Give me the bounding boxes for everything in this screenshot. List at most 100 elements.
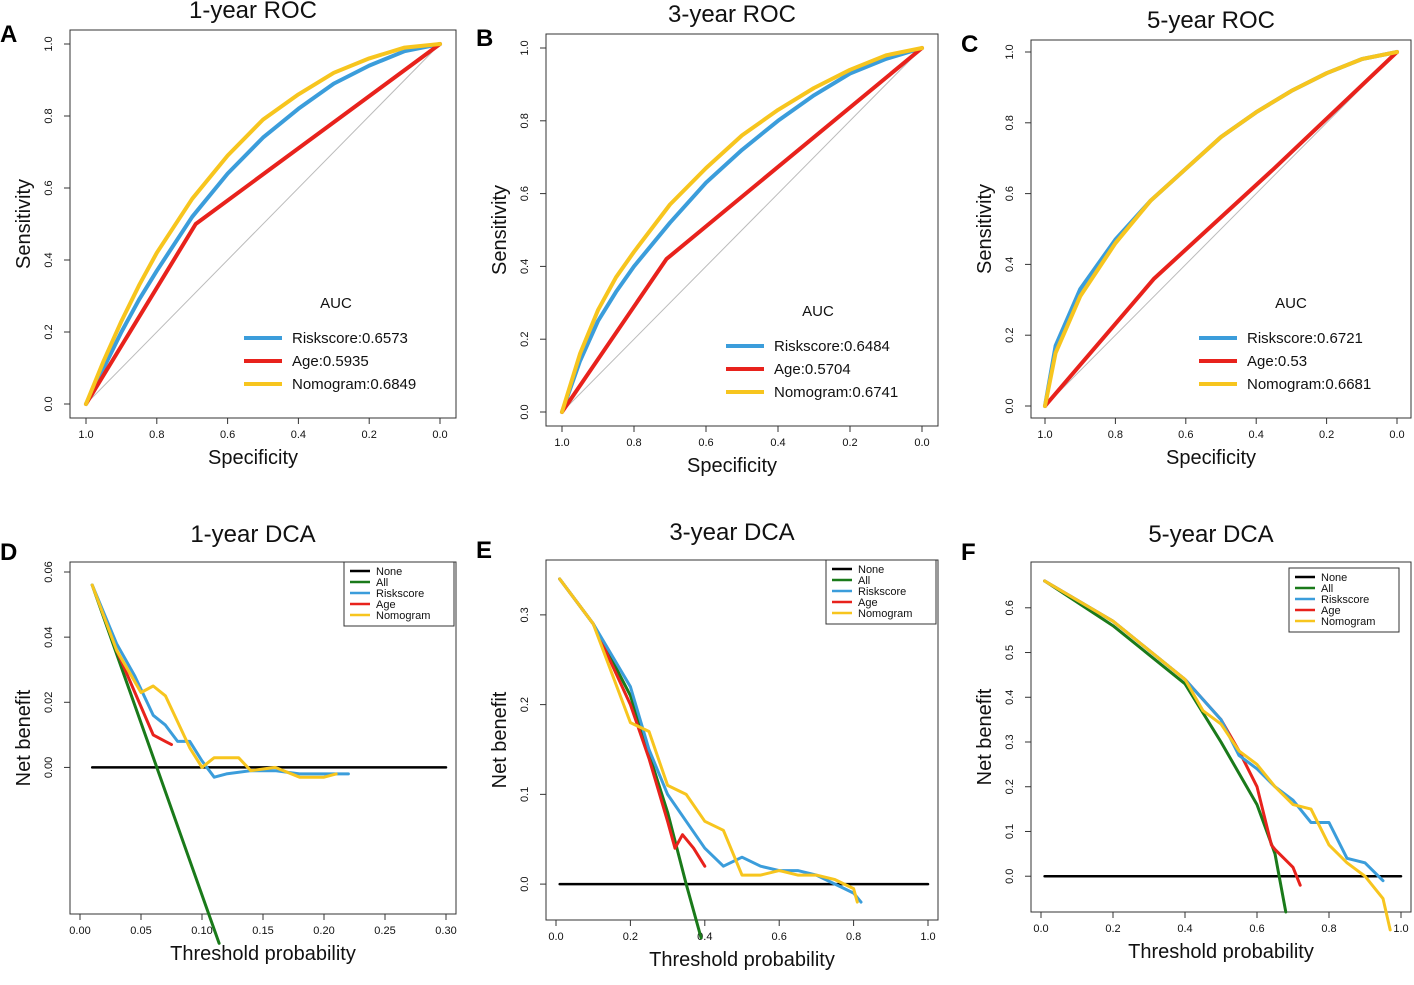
y-tick-label: 0.3	[519, 607, 531, 622]
x-tick-label: 0.20	[313, 925, 334, 937]
legend-label: Age	[376, 599, 396, 611]
series-line-age	[115, 648, 173, 747]
y-tick-label: 0.4	[519, 259, 531, 274]
y-tick-label: 0.6	[519, 186, 531, 201]
x-tick-label: 0.2	[623, 931, 638, 943]
reference-diagonal	[1044, 51, 1398, 407]
legend-label: Age	[1321, 605, 1341, 617]
y-axis-label: Sensitivity	[13, 179, 35, 269]
panel-letter: F	[961, 539, 976, 566]
x-tick-label: 0.2	[362, 429, 377, 441]
series-line-all	[1043, 579, 1288, 914]
y-tick-label: 0.06	[43, 561, 55, 582]
series-line-age	[84, 42, 442, 406]
series-line-nomogram	[560, 46, 924, 414]
x-tick-label: 0.4	[1177, 923, 1192, 935]
panel-d: D 1-year DCA 0.00 0.05 0.10 0.15 0.20 0.25 0.30 0…	[0, 521, 457, 965]
y-tick-label: 0.2	[1004, 779, 1016, 794]
y-tick-label: 0.1	[1004, 824, 1016, 839]
legend-label: Riskscore	[858, 586, 906, 598]
y-tick-label: 0.1	[519, 787, 531, 802]
panel-b: B 3-year ROC 1.0 0.8 0.6 0.4 0.2 0.0 0.0 0.2 0.4 0.…	[476, 1, 939, 477]
series-group	[560, 46, 924, 414]
plot-frame	[1030, 39, 1412, 419]
series-line-age	[1043, 579, 1302, 887]
x-tick-label: 0.6	[772, 931, 787, 943]
y-tick-label: 0.6	[1004, 186, 1016, 201]
x-tick-label: 0.0	[548, 931, 563, 943]
y-tick-label: 0.0	[1004, 398, 1016, 413]
panel-letter: E	[476, 537, 492, 564]
y-tick-label: 0.0	[43, 396, 55, 411]
panel-letter: B	[476, 25, 493, 52]
y-tick-label: 1.0	[1004, 44, 1016, 59]
panel-f: F 5-year DCA 0.0 0.2 0.4 0.6 0.8 1.0 0.0 0.1 0.2 0.…	[961, 521, 1412, 963]
y-tick-label: 0.04	[43, 626, 55, 647]
legend-label: Nomogram	[858, 608, 912, 620]
legend-label: Age	[858, 597, 878, 609]
series-line-nomogram	[84, 42, 442, 406]
x-tick-label: 0.0	[1033, 923, 1048, 935]
panel-c: C 5-year ROC 1.0 0.8 0.6 0.4 0.2 0.0 0.0 0.2 0.4 0.…	[961, 7, 1412, 469]
series-line-nomogram	[1043, 50, 1399, 408]
legend-title: AUC	[802, 303, 834, 320]
y-tick-label: 0.00	[43, 757, 55, 778]
legend-label: All	[1321, 583, 1333, 595]
x-tick-label: 0.8	[626, 437, 641, 449]
x-tick-label: 0.6	[1178, 429, 1193, 441]
y-tick-label: 0.2	[1004, 328, 1016, 343]
x-axis-label: Threshold probability	[1128, 941, 1314, 963]
legend-label: Nomogram:0.6741	[774, 384, 898, 401]
series-line-age	[1043, 50, 1399, 408]
legend-label: Age:0.53	[1247, 353, 1307, 370]
panel-letter: A	[0, 21, 17, 48]
chart-title: 3-year DCA	[669, 519, 794, 546]
x-tick-label: 1.0	[920, 931, 935, 943]
legend-label: Riskscore	[1321, 594, 1369, 606]
legend-label: Nomogram	[1321, 616, 1375, 628]
x-axis-label: Specificity	[687, 455, 777, 477]
x-tick-label: 0.8	[149, 429, 164, 441]
x-axis-label: Specificity	[1166, 447, 1256, 469]
y-tick-label: 0.6	[1004, 600, 1016, 615]
panel-letter: C	[961, 31, 978, 58]
legend-label: None	[376, 566, 402, 578]
x-tick-label: 1.0	[78, 429, 93, 441]
x-tick-label: 0.8	[846, 931, 861, 943]
legend-label: None	[858, 564, 884, 576]
legend-label: Riskscore:0.6721	[1247, 330, 1363, 347]
x-tick-label: 0.15	[252, 925, 273, 937]
series-group	[84, 42, 442, 406]
chart-title: 1-year ROC	[189, 0, 317, 24]
series-line-riskscore	[84, 42, 442, 406]
chart-title: 5-year ROC	[1147, 7, 1275, 34]
y-tick-label: 0.0	[519, 404, 531, 419]
legend-label: All	[858, 575, 870, 587]
legend-label: Riskscore:0.6484	[774, 338, 890, 355]
x-tick-label: 0.4	[770, 437, 785, 449]
plot-frame	[69, 29, 457, 419]
x-axis-label: Specificity	[208, 447, 298, 469]
x-tick-label: 0.6	[698, 437, 713, 449]
y-tick-label: 0.0	[519, 876, 531, 891]
x-axis-label: Threshold probability	[649, 949, 835, 971]
legend-label: Age:0.5704	[774, 361, 851, 378]
x-tick-label: 1.0	[554, 437, 569, 449]
y-tick-label: 0.8	[519, 113, 531, 128]
legend-label: Age:0.5935	[292, 353, 369, 370]
y-tick-label: 1.0	[43, 36, 55, 51]
legend-label: Riskscore:0.6573	[292, 330, 408, 347]
panel-a: A 1-year ROC 1.0 0.8 0.6 0.4 0.2 0.0 0.0 0.2 0.4 0.…	[0, 0, 457, 469]
x-tick-label: 0.2	[1105, 923, 1120, 935]
y-tick-label: 0.6	[43, 180, 55, 195]
series-group	[1043, 579, 1403, 932]
series-line-nomogram	[1043, 579, 1392, 932]
x-tick-label: 0.0	[914, 437, 929, 449]
y-tick-label: 0.4	[1004, 690, 1016, 705]
plot-frame	[545, 559, 939, 921]
series-line-nomogram	[90, 583, 338, 779]
legend-title: AUC	[320, 295, 352, 312]
legend-label: All	[376, 577, 388, 589]
